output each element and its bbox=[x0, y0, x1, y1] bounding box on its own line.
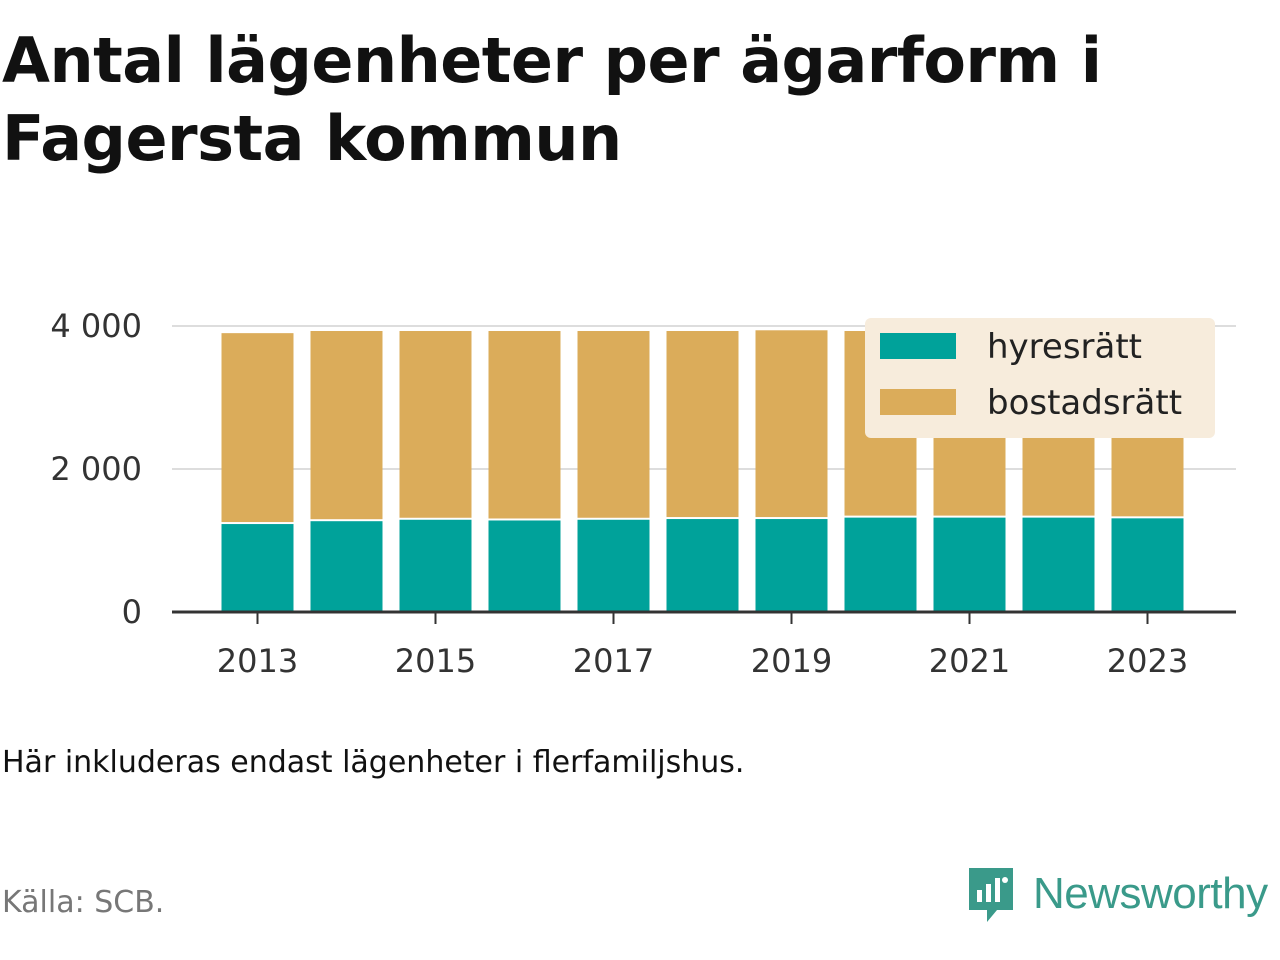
bar-hyresratt bbox=[844, 517, 917, 612]
bar-hyresratt bbox=[488, 520, 561, 612]
chart-title: Antal lägenheter per ägarform i Fagersta… bbox=[2, 24, 1102, 175]
legend-swatch-hyresratt bbox=[880, 333, 956, 359]
legend: hyresrätt bostadsrätt bbox=[865, 318, 1215, 438]
x-tick-label: 2021 bbox=[929, 642, 1010, 680]
legend-label-hyresratt: hyresrätt bbox=[987, 327, 1142, 367]
legend-swatch-bostadsratt bbox=[880, 389, 956, 415]
bar-hyresratt bbox=[577, 519, 650, 612]
legend-label-bostadsratt: bostadsrätt bbox=[987, 383, 1182, 423]
chart-note: Här inkluderas endast lägenheter i flerf… bbox=[2, 745, 745, 780]
y-tick-label: 4 000 bbox=[50, 307, 142, 345]
bar-hyresratt bbox=[1022, 517, 1095, 612]
bar-bostadsratt bbox=[310, 331, 383, 520]
brand-name: Newsworthy bbox=[1033, 869, 1268, 918]
x-tick-label: 2013 bbox=[217, 642, 298, 680]
bar-bostadsratt bbox=[577, 331, 650, 518]
x-tick-label: 2015 bbox=[395, 642, 476, 680]
bar-hyresratt bbox=[755, 519, 828, 612]
y-tick-label: 2 000 bbox=[50, 450, 142, 488]
bar-hyresratt bbox=[221, 524, 294, 612]
brand-logo[interactable]: Newsworthy bbox=[965, 862, 1268, 926]
bar-hyresratt bbox=[1111, 518, 1184, 612]
bar-hyresratt bbox=[399, 519, 472, 612]
y-tick-label: 0 bbox=[122, 593, 142, 631]
source-text: Källa: SCB. bbox=[2, 885, 165, 920]
x-tick-label: 2023 bbox=[1107, 642, 1188, 680]
bar-hyresratt bbox=[310, 521, 383, 612]
bar-bostadsratt bbox=[666, 331, 739, 518]
y-axis: 0 2 000 4 000 bbox=[50, 307, 142, 631]
x-axis: 2013 2015 2017 2019 2021 2023 bbox=[172, 610, 1236, 680]
x-tick-label: 2019 bbox=[751, 642, 832, 680]
newsworthy-logo-icon bbox=[969, 868, 1013, 922]
bar-bostadsratt bbox=[399, 331, 472, 518]
x-tick-label: 2017 bbox=[573, 642, 654, 680]
bar-bostadsratt bbox=[488, 331, 561, 519]
bar-hyresratt bbox=[933, 517, 1006, 612]
bar-bostadsratt bbox=[755, 330, 828, 518]
bar-bostadsratt bbox=[221, 333, 294, 523]
bar-hyresratt bbox=[666, 519, 739, 612]
